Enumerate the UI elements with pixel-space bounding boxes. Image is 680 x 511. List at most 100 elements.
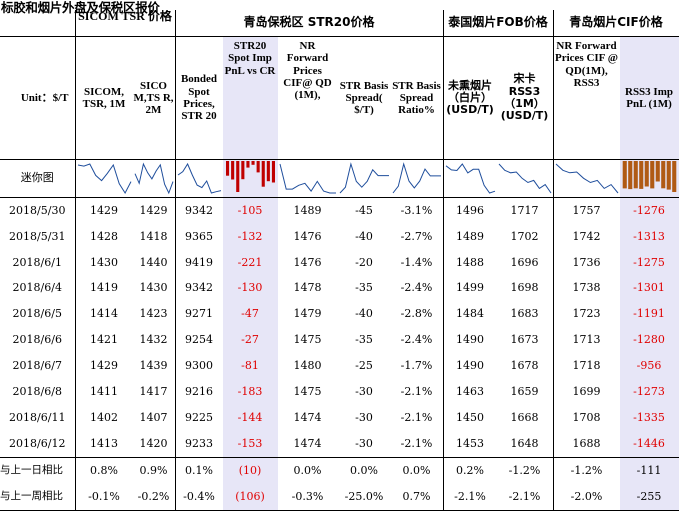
- value-cell: 1419: [74, 275, 133, 302]
- sparkline-bonded-spot: [174, 159, 223, 198]
- value-cell: -2.8%: [400, 307, 433, 321]
- value-cell: -30: [355, 436, 373, 450]
- sparkline-basis-ratio: [390, 159, 443, 198]
- value-cell: 0.9%: [132, 456, 175, 484]
- value-cell: -35: [355, 281, 373, 295]
- value-cell: -1301: [619, 275, 679, 302]
- value-cell: 1429: [139, 203, 168, 217]
- value-cell: 9271: [174, 301, 223, 328]
- value-cell: 1723: [552, 301, 620, 328]
- value-cell: 1490: [442, 327, 497, 354]
- value-cell: 1683: [510, 307, 539, 321]
- value-cell: -153: [222, 431, 278, 458]
- header-sicom-2m: SICO M,TS R, 2M: [133, 79, 174, 117]
- sparkline-path: [279, 163, 336, 194]
- sparkbar-str20-pnl: [222, 159, 278, 198]
- header-nr-forward-rss3: NR Forward Prices CIF @ QD(1M), RSS3: [552, 36, 620, 160]
- value-cell: (106): [222, 483, 278, 511]
- value-cell: -2.7%: [400, 229, 433, 243]
- group-qingdao-str20: 青岛保税区 STR20价格: [174, 10, 443, 37]
- value-cell: -111: [619, 456, 679, 484]
- value-cell: 1713: [552, 327, 620, 354]
- sparkline-path: [177, 162, 221, 194]
- value-cell: 9254: [174, 327, 223, 354]
- value-cell: -1446: [619, 431, 679, 458]
- value-cell: 1488: [442, 249, 497, 276]
- value-cell: -221: [222, 249, 278, 276]
- value-cell: -20: [355, 255, 373, 269]
- summary-row: 与上一周相比 -0.1% -0.2% -0.4% (106) -0.3% -25.0% 0.7…: [0, 483, 679, 511]
- value-cell: -27: [222, 327, 278, 354]
- value-cell: 1429: [74, 197, 133, 224]
- value-cell: 1736: [552, 249, 620, 276]
- sparkline-path: [498, 163, 551, 194]
- value-cell: 0.0%: [337, 456, 391, 484]
- value-cell: 1489: [293, 203, 322, 217]
- header-str-basis-ratio: STR Basis Spread Ratio%: [392, 79, 441, 117]
- value-cell: 1708: [552, 405, 620, 432]
- sparkline-sicom-2m: [132, 159, 175, 198]
- value-cell: 1428: [74, 223, 133, 250]
- value-cell: -0.4%: [174, 483, 223, 511]
- sparkline-path: [134, 162, 173, 195]
- date-cell: 2018/6/11: [9, 410, 66, 424]
- table-row: 2018/6/1 1430 1440 9419 -221 1476 -20 -1.4% 1488…: [0, 249, 679, 276]
- value-cell: 1421: [74, 327, 133, 354]
- spark-bar: [655, 161, 660, 182]
- header-bonded-spot: Bonded Spot Prices, STR 20: [174, 36, 223, 160]
- value-cell: 1432: [139, 333, 168, 347]
- spark-bar: [225, 161, 229, 176]
- sparkline-path: [339, 162, 389, 194]
- table-row: 2018/5/30 1429 1429 9342 -105 1489 -45 -3.1% 149…: [0, 197, 679, 224]
- value-cell: 1450: [442, 405, 497, 432]
- value-cell: -2.4%: [400, 281, 433, 295]
- spark-bar: [266, 161, 270, 182]
- value-cell: 1742: [552, 223, 620, 250]
- header-rss3-pnl: RSS3 Imp PnL (1M): [619, 36, 679, 160]
- spark-bar: [666, 161, 671, 190]
- spark-bar: [261, 161, 265, 187]
- sparkline-unsmoked: [442, 159, 497, 198]
- value-cell: -1313: [619, 223, 679, 250]
- value-cell: 0.8%: [74, 456, 133, 484]
- value-cell: -105: [222, 197, 278, 224]
- value-cell: 1738: [552, 275, 620, 302]
- value-cell: 1484: [442, 301, 497, 328]
- value-cell: 0.2%: [442, 456, 497, 484]
- value-cell: 1413: [74, 431, 133, 458]
- summary-row: 与上一日相比 0.8% 0.9% 0.1% (10) 0.0% 0.0% 0.0% 0.2% -1…: [0, 456, 679, 484]
- date-cell: 2018/6/8: [12, 385, 62, 399]
- value-cell: 1423: [139, 307, 168, 321]
- value-cell: 1479: [293, 307, 322, 321]
- value-cell: -0.3%: [277, 483, 338, 511]
- value-cell: -30: [355, 385, 373, 399]
- value-cell: -25: [355, 359, 373, 373]
- value-cell: 1420: [139, 436, 168, 450]
- table-row: 2018/5/31 1428 1418 9365 -132 1476 -40 -2.7% 148…: [0, 223, 679, 250]
- value-cell: 9342: [174, 275, 223, 302]
- value-cell: -2.4%: [400, 333, 433, 347]
- value-cell: -3.1%: [400, 203, 433, 217]
- value-cell: 1402: [74, 405, 133, 432]
- sparkline-path: [445, 163, 495, 194]
- sparkline-songkhla: [496, 159, 553, 198]
- value-cell: 9419: [174, 249, 223, 276]
- value-cell: 1696: [510, 255, 539, 269]
- mini-chart-label: 迷你图: [0, 159, 75, 198]
- value-cell: 1698: [510, 281, 539, 295]
- group-sicom: SICOM TSR 价格: [74, 10, 175, 37]
- value-cell: 1476: [293, 229, 322, 243]
- value-cell: 1430: [74, 249, 133, 276]
- value-cell: -81: [222, 353, 278, 380]
- table-row: 2018/6/5 1414 1423 9271 -47 1479 -40 -2.8% 1484 1…: [0, 301, 679, 328]
- value-cell: 1718: [552, 353, 620, 380]
- summary-label: 与上一周相比: [0, 483, 75, 511]
- value-cell: 1475: [293, 385, 322, 399]
- value-cell: -1191: [619, 301, 679, 328]
- table-body: 2018/5/30 1429 1429 9342 -105 1489 -45 -3.1% 149…: [0, 197, 679, 511]
- value-cell: -1275: [619, 249, 679, 276]
- value-cell: -1273: [619, 379, 679, 406]
- value-cell: (10): [222, 456, 278, 484]
- value-cell: -2.1%: [400, 410, 433, 424]
- value-cell: 1475: [293, 333, 322, 347]
